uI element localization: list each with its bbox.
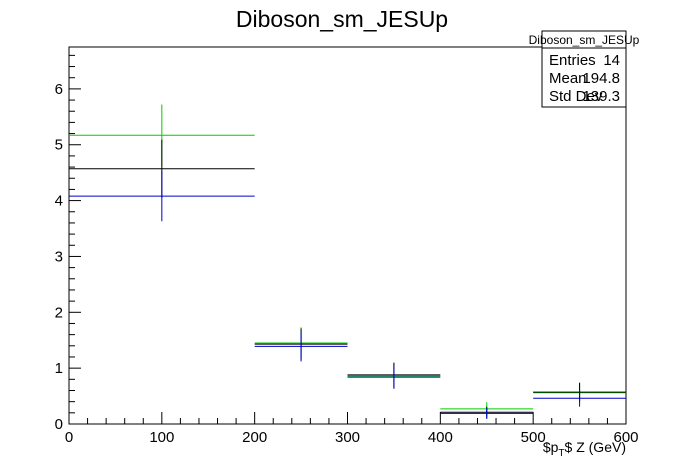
- stats-stddev-value: 139.3: [582, 88, 620, 105]
- series-3: [69, 170, 626, 419]
- x-tick-label: 400: [428, 429, 453, 446]
- x-tick-label: 600: [613, 429, 638, 446]
- y-tick-label: 3: [55, 248, 63, 265]
- x-tick-label: 500: [521, 429, 546, 446]
- stats-box-title: Diboson_sm_JESUp: [529, 33, 640, 47]
- y-tick-label: 4: [55, 193, 63, 210]
- stats-entries-label: Entries: [549, 52, 596, 69]
- y-tick-label: 5: [55, 137, 63, 154]
- y-tick-label: 1: [55, 360, 63, 377]
- x-tick-label: 200: [242, 429, 267, 446]
- series-layer: [69, 104, 626, 419]
- y-tick-label: 2: [55, 304, 63, 321]
- x-tick-label: 300: [335, 429, 360, 446]
- series-1: [69, 104, 626, 416]
- chart-title: Diboson_sm_JESUp: [236, 6, 448, 32]
- stats-stddev-label: Std Dev: [549, 88, 603, 105]
- stats-mean-value: 194.8: [582, 70, 620, 87]
- y-tick-label: 6: [55, 81, 63, 98]
- y-axis: 0 1 2 3 4 5 6: [55, 54, 81, 433]
- stats-mean-label: Mean: [549, 70, 587, 87]
- x-axis: 0 100 200 300 400 500 600: [65, 412, 639, 446]
- x-axis-title: $pT$ Z (GeV): [543, 439, 626, 459]
- y-tick-label: 0: [55, 416, 63, 433]
- x-tick-label: 100: [149, 429, 174, 446]
- stats-entries-value: 14: [603, 52, 620, 69]
- stats-box: Diboson_sm_JESUp Entries 14 Mean 194.8 S…: [529, 30, 640, 108]
- stats-box-frame: [541, 30, 627, 108]
- x-tick-label: 0: [65, 429, 73, 446]
